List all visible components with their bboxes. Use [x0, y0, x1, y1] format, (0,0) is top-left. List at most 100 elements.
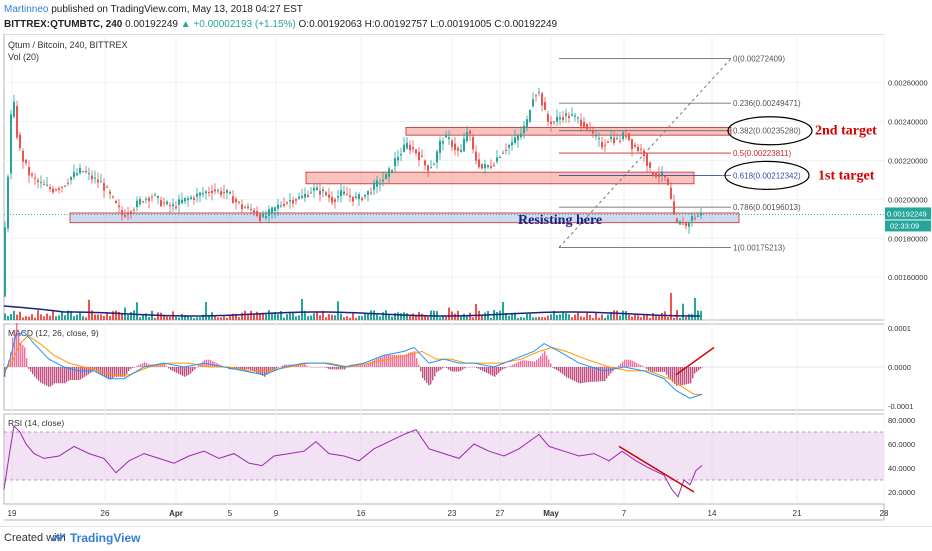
macd-histogram-bar — [168, 367, 170, 369]
candle-body — [298, 196, 300, 199]
macd-histogram-bar — [576, 367, 578, 383]
y-tick-label: 0.00260000 — [888, 79, 928, 88]
macd-histogram-bar — [310, 367, 312, 368]
x-tick-label: 7 — [622, 509, 627, 518]
macd-histogram-bar — [264, 367, 266, 377]
candle-body — [454, 143, 456, 150]
candle-body — [130, 211, 132, 215]
volume-bar — [670, 292, 672, 320]
macd-histogram-bar — [322, 367, 324, 368]
volume-bar — [538, 316, 540, 320]
volume-bar — [316, 311, 318, 320]
volume-bar — [70, 310, 72, 320]
macd-histogram-bar — [278, 367, 280, 368]
macd-histogram-bar — [594, 367, 596, 382]
macd-histogram-bar — [680, 367, 682, 386]
volume-bar — [595, 312, 597, 320]
macd-histogram-bar — [584, 367, 586, 383]
volume-bar — [253, 314, 255, 320]
volume-bar — [205, 302, 207, 320]
volume-bar — [13, 310, 15, 320]
macd-histogram-bar — [462, 367, 464, 370]
macd-histogram-bar — [434, 367, 436, 377]
volume-bar — [298, 315, 300, 320]
candle-body — [361, 198, 363, 201]
candle-body — [379, 183, 381, 185]
macd-histogram-bar — [14, 330, 16, 367]
volume-bar — [328, 314, 330, 320]
volume-bar — [619, 315, 621, 320]
candle-body — [586, 123, 588, 130]
macd-histogram-bar — [478, 367, 480, 369]
macd-histogram-bar — [662, 367, 664, 372]
volume-bar — [262, 312, 264, 320]
created-with-label: Created with — [4, 532, 66, 544]
macd-histogram-bar — [578, 367, 580, 384]
candle-body — [484, 164, 486, 169]
macd-histogram-bar — [370, 361, 372, 367]
macd-histogram-bar — [498, 367, 500, 373]
candle-body — [559, 117, 561, 120]
macd-histogram-bar — [538, 358, 540, 367]
candle-body — [196, 193, 198, 197]
macd-histogram-bar — [96, 367, 98, 372]
macd-histogram-bar — [690, 367, 692, 384]
macd-histogram-bar — [672, 367, 674, 383]
candle-body — [55, 189, 57, 191]
tradingview-brand[interactable]: TradingView — [70, 531, 141, 545]
macd-histogram-bar — [454, 367, 456, 372]
macd-histogram-bar — [174, 367, 176, 372]
author-name[interactable]: Martinneo — [4, 4, 49, 15]
macd-histogram-bar — [560, 367, 562, 373]
candle-body — [673, 201, 675, 215]
volume-bar — [226, 317, 228, 320]
macd-histogram-bar — [416, 357, 418, 367]
volume-bar — [388, 315, 390, 320]
macd-histogram-bar — [360, 364, 362, 367]
volume-bar — [61, 311, 63, 320]
annotation-circle — [724, 160, 810, 190]
chart-canvas[interactable]: 19 26 Apr 5 9 16 23 27 May 7 14 21 28 0.00260000 0.002… — [0, 34, 932, 526]
volume-bar — [361, 316, 363, 320]
macd-histogram-bar — [34, 367, 36, 377]
volume-bar — [526, 314, 528, 320]
macd-histogram-bar — [668, 367, 670, 378]
macd-histogram-bar — [112, 367, 114, 379]
macd-histogram-bar — [342, 367, 344, 370]
zone-resistance — [305, 171, 695, 185]
fib-level-label: 0.786(0.00196013) — [733, 203, 801, 212]
volume-ma-line — [3, 305, 701, 317]
macd-histogram-bar — [12, 337, 14, 367]
macd-histogram-bar — [564, 367, 566, 376]
macd-histogram-bar — [114, 367, 116, 377]
candle-body — [613, 137, 615, 144]
volume-bar — [460, 315, 462, 320]
candle-body — [238, 201, 240, 203]
candle-body — [442, 141, 444, 144]
macd-histogram-bar — [276, 367, 278, 369]
volume-bar — [568, 314, 570, 320]
macd-histogram-bar — [42, 367, 44, 384]
macd-histogram-bar — [440, 367, 442, 370]
candle-body — [400, 153, 402, 156]
volume-bar — [628, 314, 630, 320]
last-price: 0.00192249 — [125, 19, 178, 30]
macd-histogram-bar — [122, 367, 124, 377]
candle-body — [214, 189, 216, 192]
macd-histogram-bar — [166, 366, 168, 368]
candle-body — [292, 200, 294, 204]
macd-histogram-bar — [506, 367, 508, 368]
volume-bar — [175, 316, 177, 320]
main-pane-title: Qtum / Bitcoin, 240, BITTREX — [8, 40, 128, 50]
macd-histogram-bar — [554, 367, 556, 369]
macd-histogram-bar — [128, 367, 130, 371]
candle-body — [229, 192, 231, 194]
macd-histogram-bar — [550, 363, 552, 367]
macd-histogram-bar — [30, 367, 32, 372]
macd-histogram-bar — [652, 367, 654, 372]
volume-bar — [604, 317, 606, 320]
volume-bar — [4, 313, 6, 320]
candle-body — [418, 151, 420, 161]
macd-histogram-bar — [618, 365, 620, 367]
candle-body — [49, 187, 51, 189]
